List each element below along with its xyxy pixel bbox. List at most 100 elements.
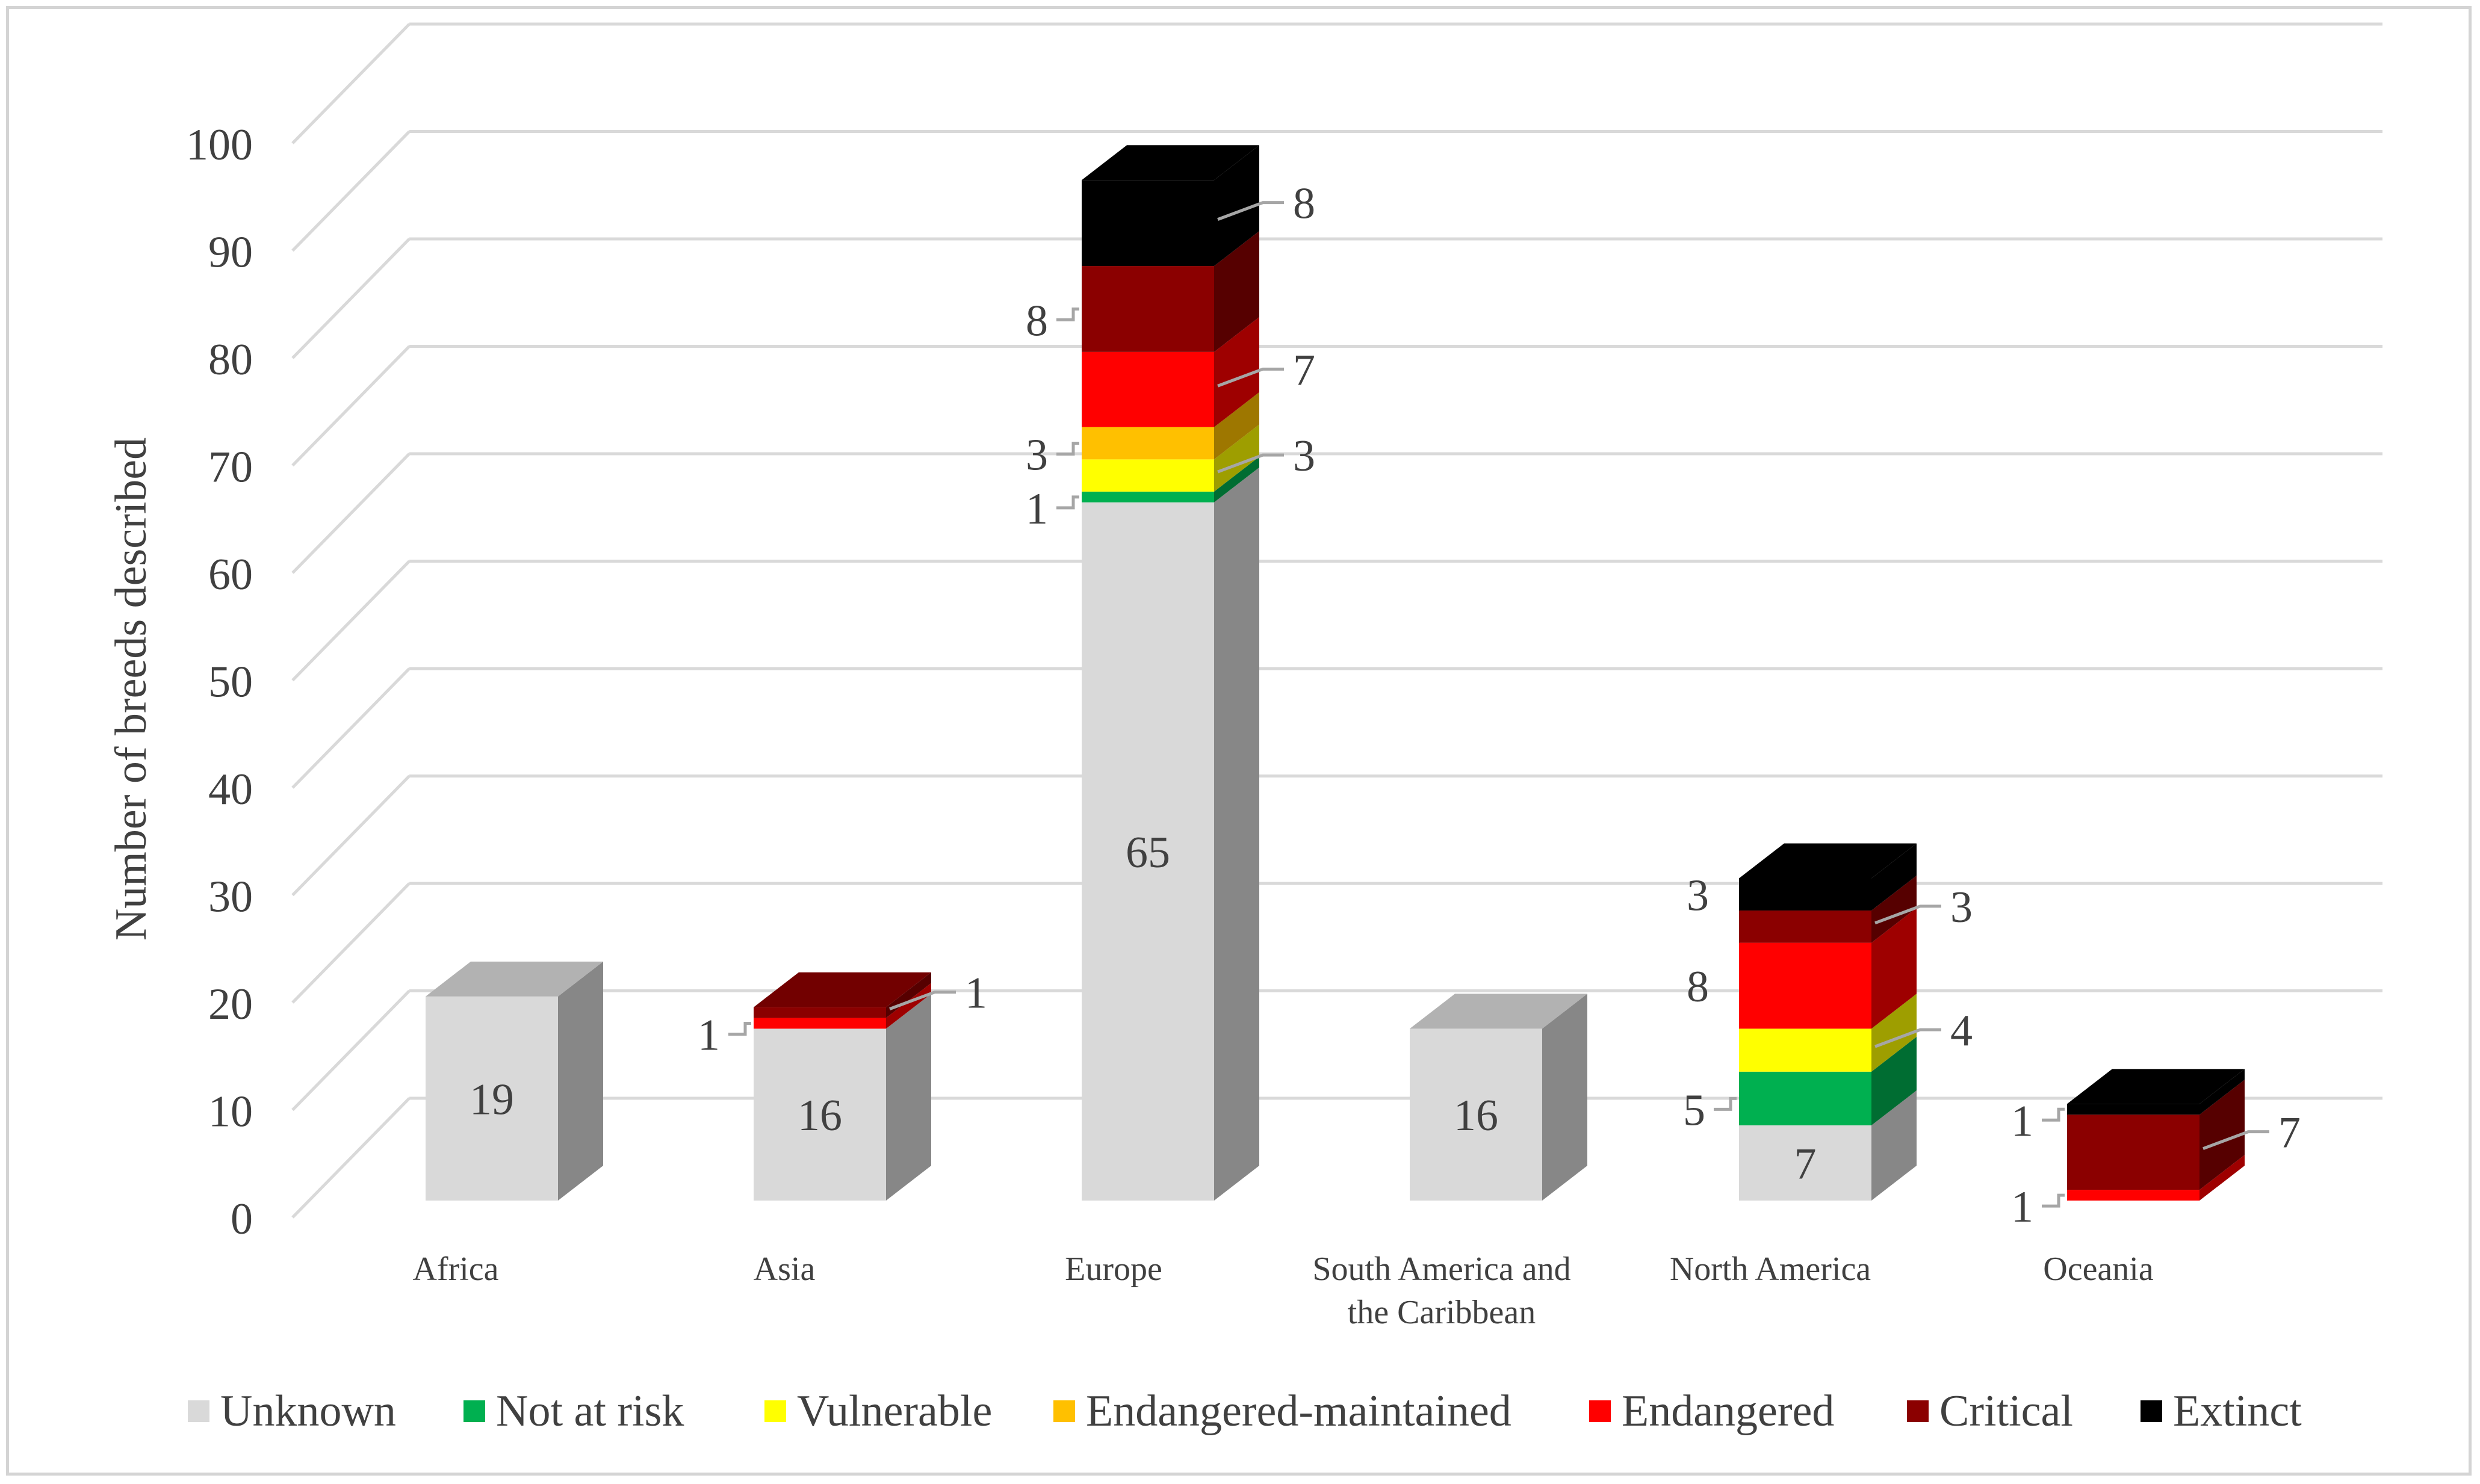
data-label: 3: [1293, 431, 1315, 481]
gridline-diagonal: [291, 130, 411, 252]
bar-segment: [2067, 1190, 2199, 1201]
data-label: 8: [1687, 962, 1709, 1012]
data-label: 3: [1687, 871, 1709, 920]
bar-segment: [1082, 351, 1214, 427]
bar-side: [1214, 231, 1259, 352]
gridline-diagonal: [291, 345, 411, 467]
legend-swatch: [764, 1400, 786, 1422]
legend-label: Not at risk: [496, 1387, 684, 1436]
data-label: 4: [1950, 1006, 1973, 1056]
y-tick-label: 100: [186, 120, 253, 170]
bar-segment: [754, 1028, 886, 1201]
bar-segment: [1739, 878, 1871, 911]
bar-top: [1082, 145, 1259, 181]
bar-side: [1871, 876, 1917, 943]
y-tick-label: 20: [208, 980, 253, 1029]
bar-top: [754, 972, 931, 1007]
data-label: 19: [470, 1075, 514, 1124]
data-label: 7: [1794, 1140, 1817, 1189]
x-category-label: Asia: [754, 1251, 816, 1288]
gridline-diagonal: [291, 23, 411, 144]
bar-side: [1871, 1036, 1917, 1126]
bar-segment: [1082, 266, 1214, 352]
x-axis-categories: Africa Asia Europe South America and the Car…: [412, 1251, 2153, 1331]
bar-segment: [1739, 1028, 1871, 1072]
gridline-diagonal: [291, 453, 411, 574]
bar-side: [1871, 1090, 1917, 1201]
x-category-label: South America and the Caribbean: [1312, 1251, 1570, 1331]
leader-line: [1217, 453, 1284, 474]
bar-top: [2067, 1069, 2245, 1104]
leader-line: [1714, 1096, 1737, 1111]
y-tick-label: 30: [208, 873, 253, 922]
bar-side: [1214, 424, 1259, 492]
leader-line: [1056, 442, 1079, 456]
bar-segment: [1739, 942, 1871, 1029]
gridline-diagonal: [291, 882, 411, 1004]
leader-line: [1874, 904, 1941, 925]
bar-segment: [1410, 1028, 1542, 1201]
y-axis-title: Number of breeds described: [107, 437, 156, 941]
leader-line: [1874, 1028, 1941, 1048]
data-label: 8: [1293, 179, 1315, 229]
data-label: 1: [1026, 484, 1048, 534]
legend: Unknown Not at risk Vulnerable Endangered-m…: [188, 1387, 2302, 1436]
bar-top: [1739, 843, 1917, 879]
bar-segment: [1082, 459, 1214, 492]
legend-swatch: [1907, 1400, 1929, 1422]
legend-swatch: [2141, 1400, 2162, 1422]
bar-side: [1214, 145, 1259, 267]
bar-side: [2199, 1155, 2245, 1201]
bar-segment: [1739, 910, 1871, 943]
y-tick-label: 90: [208, 228, 253, 277]
bar-side: [1871, 843, 1917, 911]
bar-side: [1214, 392, 1259, 460]
legend-label: Unknown: [220, 1387, 396, 1436]
data-label: 1: [698, 1010, 720, 1060]
bar-side: [886, 994, 931, 1201]
y-tick-label: 50: [208, 658, 253, 707]
bar-side: [1214, 317, 1259, 427]
bar-side: [558, 961, 603, 1201]
legend-label: Endangered: [1622, 1387, 1834, 1436]
bar-side: [1542, 994, 1587, 1201]
data-label: 8: [1026, 296, 1048, 345]
y-tick-label: 40: [208, 765, 253, 814]
leader-line: [1217, 201, 1284, 221]
leader-line: [1056, 307, 1079, 321]
bar-side: [2199, 1069, 2245, 1115]
bar-side: [1214, 467, 1259, 1201]
legend-label: Critical: [1939, 1387, 2073, 1436]
y-axis-ticks: 0 10 20 30 40 50 60 70 80 90 100: [186, 120, 253, 1244]
bar-segment: [1082, 180, 1214, 267]
bar-top: [1410, 994, 1587, 1029]
x-category-label: North America: [1670, 1251, 1871, 1288]
leader-line: [728, 1021, 751, 1036]
legend-swatch: [1589, 1400, 1611, 1422]
leader-line: [2042, 1193, 2065, 1208]
bar-segment: [1082, 502, 1214, 1201]
gridline-diagonal: [291, 774, 411, 897]
legend-swatch: [463, 1400, 485, 1422]
bar-segment: [1739, 1125, 1871, 1201]
bar-segment: [426, 996, 558, 1201]
x-category-label: Europe: [1065, 1251, 1162, 1288]
bar-segment: [2067, 1104, 2199, 1115]
data-label: 16: [1454, 1091, 1498, 1140]
legend-label: Vulnerable: [797, 1387, 992, 1436]
y-tick-label: 10: [208, 1087, 253, 1137]
leader-line: [1056, 495, 1079, 510]
legend-label: Endangered-maintained: [1086, 1387, 1511, 1436]
bar-top: [426, 961, 603, 997]
gridline-diagonal: [291, 667, 411, 789]
data-label: 7: [1293, 345, 1315, 395]
bar-side: [886, 983, 931, 1029]
bar-side: [1871, 994, 1917, 1072]
bar-segment: [754, 1007, 886, 1018]
gridline-diagonal: [291, 238, 411, 359]
y-tick-label: 80: [208, 335, 253, 385]
gridline-diagonal: [291, 560, 411, 682]
data-label: 1: [2011, 1183, 2033, 1232]
